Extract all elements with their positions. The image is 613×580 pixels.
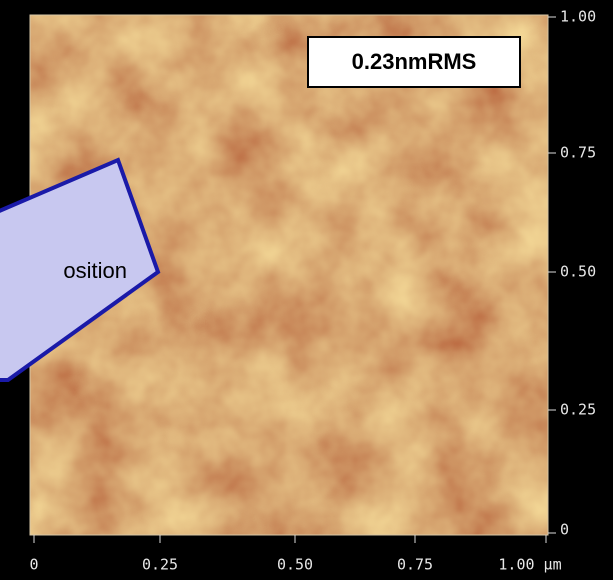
- right-axis-label: 0.25: [560, 401, 596, 419]
- afm-view: 1.00 0.75 0.50 0.25 0 0 0.25 0.50 0.75 1…: [0, 0, 613, 580]
- bottom-axis-label: 0.25: [142, 556, 178, 574]
- right-axis-label: 1.00: [560, 8, 596, 26]
- callout-text: osition: [63, 258, 127, 283]
- right-axis-label: 0.50: [560, 263, 596, 281]
- afm-screenshot: 1.00 0.75 0.50 0.25 0 0 0.25 0.50 0.75 1…: [0, 0, 613, 580]
- bottom-axis-label: 1.00 µm: [498, 556, 561, 574]
- bottom-axis-label: 0: [29, 556, 38, 574]
- bottom-axis-label: 0.75: [397, 556, 433, 574]
- right-axis-label: 0: [560, 521, 569, 539]
- right-axis-label: 0.75: [560, 144, 596, 162]
- rms-label: 0.23nmRMS: [352, 49, 477, 74]
- bottom-axis-label: 0.50: [277, 556, 313, 574]
